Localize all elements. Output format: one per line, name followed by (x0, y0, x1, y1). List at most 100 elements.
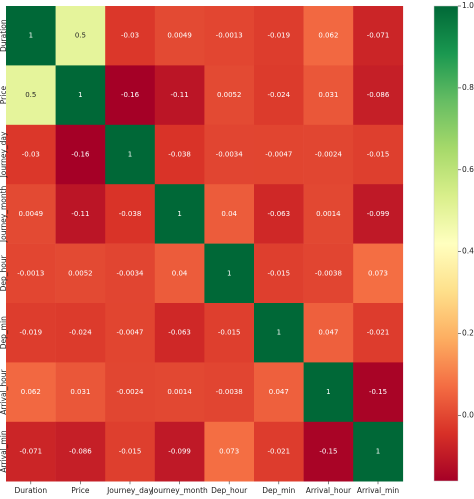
colorbar-tick-label: 0.4 (462, 247, 474, 256)
heatmap-cell (303, 65, 354, 126)
cell-value-label: 1 (376, 448, 380, 456)
heatmap-cell (154, 243, 205, 304)
cell-value-label: 0.0052 (68, 269, 93, 277)
heatmap-cell (105, 421, 156, 482)
heatmap-cell (6, 65, 56, 126)
heatmap-cell (204, 65, 255, 126)
heatmap-cell (254, 184, 304, 244)
heatmap-cell (204, 421, 255, 482)
heatmap-cell (204, 303, 255, 363)
cell-value-label: 0.073 (219, 448, 239, 456)
colorbar-tick-label: 0.0 (462, 410, 474, 419)
heatmap-cell (55, 184, 106, 244)
cell-value-label: 0.0049 (167, 32, 192, 40)
cell-value-label: -0.021 (367, 329, 390, 337)
cell-value-label: -0.03 (22, 151, 40, 159)
heatmap-cell (55, 303, 106, 363)
heatmap-cell (254, 421, 304, 482)
x-tick-label: Price (71, 486, 90, 495)
cell-value-label: 1 (128, 151, 132, 159)
heatmap-cell (6, 184, 56, 244)
heatmap-cell (303, 6, 354, 66)
cell-value-label: -0.024 (69, 329, 92, 337)
cell-value-label: -0.15 (319, 448, 337, 456)
heatmap-cell (303, 124, 354, 185)
cell-value-label: -0.0047 (116, 329, 143, 337)
heatmap-cell (303, 421, 354, 482)
cell-value-label: -0.024 (268, 91, 291, 99)
heatmap-cell (353, 362, 404, 423)
heatmap-cell (303, 362, 354, 423)
cell-value-label: -0.063 (168, 329, 191, 337)
cell-value-label: 0.0052 (217, 91, 242, 99)
heatmap-cell (6, 303, 56, 363)
cell-value-label: 0.031 (70, 388, 90, 396)
heatmap-cell (254, 65, 304, 126)
x-tick-label: Arrival_min (357, 486, 400, 495)
cell-value-label: -0.038 (168, 151, 191, 159)
cell-value-label: -0.019 (20, 329, 43, 337)
heatmap-cell (204, 184, 255, 244)
cell-value-label: -0.063 (268, 210, 291, 218)
cell-value-label: -0.0038 (216, 388, 243, 396)
heatmap-cell (303, 303, 354, 363)
cell-value-label: 0.031 (318, 91, 338, 99)
cell-value-label: 0.062 (318, 32, 338, 40)
x-tick-label: Journey_month (150, 486, 208, 495)
x-tick-label: Duration (15, 486, 48, 495)
colorbar: 0.0 0.2 0.4 0.6 0.8 1.0 (433, 1, 474, 482)
cell-value-label: -0.0038 (315, 269, 342, 277)
heatmap-cell (254, 243, 304, 304)
heatmap-cell (154, 184, 205, 244)
heatmap-cell (6, 243, 56, 304)
cell-value-label: -0.015 (218, 329, 241, 337)
colorbar-tick-label: 0.6 (462, 165, 474, 174)
x-tick-label: Arrival_hour (306, 486, 352, 495)
heatmap-cell (353, 184, 404, 244)
cell-value-label: 0.04 (221, 210, 237, 218)
x-tick-label: Journey_day (106, 486, 153, 495)
heatmap-cell (105, 124, 156, 185)
heatmap-cell (204, 124, 255, 185)
heatmap-cell (55, 421, 106, 482)
heatmap-cell (105, 362, 156, 423)
cell-value-label: 0.0014 (167, 388, 192, 396)
cell-value-label: -0.099 (367, 210, 390, 218)
colorbar-ticks: 0.0 0.2 0.4 0.6 0.8 1.0 (458, 1, 474, 419)
heatmap-cell (105, 184, 156, 244)
heatmap-cell (105, 65, 156, 126)
cell-value-label: -0.071 (367, 32, 390, 40)
cell-value-label: -0.015 (367, 151, 390, 159)
cell-value-label: -0.015 (268, 269, 291, 277)
cell-value-label: -0.15 (369, 388, 387, 396)
heatmap-cell (254, 303, 304, 363)
heatmap-cell (353, 124, 404, 185)
heatmap-cell (55, 6, 106, 66)
cell-value-label: -0.0034 (216, 151, 244, 159)
y-tick-label: Dep_hour (0, 254, 8, 291)
heatmap-cell (55, 362, 106, 423)
cell-value-label: -0.015 (119, 448, 142, 456)
cell-value-label: 0.0049 (19, 210, 44, 218)
y-tick-label: Journey_day (0, 131, 8, 178)
cell-value-label: -0.0024 (315, 151, 343, 159)
heatmap-cell (105, 303, 156, 363)
cell-value-label: 0.073 (368, 269, 388, 277)
y-tick-label: Dep_min (0, 316, 8, 349)
cell-value-label: -0.071 (20, 448, 43, 456)
heatmap-cell (55, 124, 106, 185)
heatmap-cell (6, 124, 56, 185)
cell-value-label: -0.086 (367, 91, 390, 99)
heatmap-cell (154, 362, 205, 423)
y-tick-label: Price (0, 86, 8, 105)
cell-value-label: -0.038 (119, 210, 142, 218)
colorbar-tick-label: 0.2 (462, 329, 474, 338)
cell-value-label: 1 (29, 32, 33, 40)
cell-value-label: 1 (227, 269, 231, 277)
heatmap-cell (154, 124, 205, 185)
cell-value-label: -0.0024 (116, 388, 144, 396)
cell-value-label: -0.03 (121, 32, 139, 40)
cell-value-label: 0.047 (318, 329, 338, 337)
cell-value-label: 1 (78, 91, 82, 99)
